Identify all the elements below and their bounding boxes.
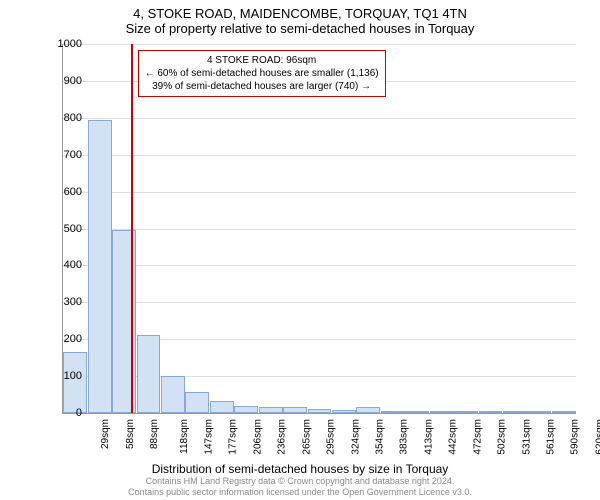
gridline [63,192,576,193]
x-tick-label: 383sqm [399,419,410,455]
gridline [63,44,576,45]
y-tick-label: 100 [42,370,82,382]
histogram-bar [63,352,87,413]
x-tick-label: 295sqm [326,419,337,455]
chart-area: 4 STOKE ROAD: 96sqm ← 60% of semi-detach… [62,44,576,414]
gridline [63,302,576,303]
histogram-bar [527,411,551,413]
histogram-bar [552,411,576,413]
plot-area [62,44,576,414]
x-tick-label: 531sqm [521,419,532,455]
x-tick-label: 265sqm [301,419,312,455]
gridline [63,229,576,230]
histogram-bar [283,407,307,413]
y-tick-label: 200 [42,333,82,345]
x-tick-label: 236sqm [277,419,288,455]
histogram-bar [210,401,234,413]
y-tick-label: 300 [42,296,82,308]
info-box-title: 4 STOKE ROAD: 96sqm [145,54,379,67]
histogram-bar [161,376,185,413]
histogram-bar [503,411,527,413]
y-tick-label: 1000 [42,38,82,50]
y-tick-label: 700 [42,149,82,161]
x-tick-label: 413sqm [423,419,434,455]
x-tick-label: 29sqm [100,419,111,449]
histogram-bar [88,120,112,413]
histogram-bar [259,407,283,413]
x-tick-label: 620sqm [594,419,600,455]
info-box-smaller: ← 60% of semi-detached houses are smalle… [145,67,379,80]
histogram-bar [308,409,332,413]
x-tick-label: 590sqm [570,419,581,455]
x-tick-label: 118sqm [178,419,189,454]
x-tick-label: 58sqm [125,419,136,449]
x-tick-label: 88sqm [149,419,160,449]
histogram-bar [137,335,161,413]
histogram-bar [454,411,478,413]
x-tick-label: 177sqm [228,419,239,455]
y-tick-label: 400 [42,259,82,271]
x-tick-label: 472sqm [472,419,483,455]
histogram-bar [430,411,454,413]
gridline [63,118,576,119]
x-axis-label: Distribution of semi-detached houses by … [0,462,600,476]
info-box: 4 STOKE ROAD: 96sqm ← 60% of semi-detach… [138,50,386,97]
footer: Contains HM Land Registry data © Crown c… [0,476,600,498]
histogram-bar [332,410,356,413]
x-tick-label: 206sqm [252,419,263,455]
info-box-larger: 39% of semi-detached houses are larger (… [145,80,379,93]
gridline [63,155,576,156]
gridline [63,265,576,266]
footer-line2: Contains public sector information licen… [0,487,600,498]
x-tick-label: 561sqm [546,419,557,455]
sub-title: Size of property relative to semi-detach… [0,21,600,36]
y-tick-label: 900 [42,75,82,87]
x-tick-label: 324sqm [350,419,361,455]
main-title: 4, STOKE ROAD, MAIDENCOMBE, TORQUAY, TQ1… [0,0,600,21]
histogram-bar [234,406,258,413]
footer-line1: Contains HM Land Registry data © Crown c… [0,476,600,487]
y-tick-label: 500 [42,223,82,235]
y-tick-label: 800 [42,112,82,124]
histogram-bar [381,411,405,413]
chart-container: 4, STOKE ROAD, MAIDENCOMBE, TORQUAY, TQ1… [0,0,600,500]
property-marker-line [131,44,133,413]
histogram-bar [405,411,429,413]
x-tick-label: 442sqm [448,419,459,455]
x-tick-label: 502sqm [497,419,508,455]
x-tick-label: 354sqm [375,419,386,455]
histogram-bar [185,392,209,413]
histogram-bar [479,411,503,413]
x-tick-label: 147sqm [204,419,215,455]
histogram-bar [356,407,380,413]
y-tick-label: 0 [42,407,82,419]
y-tick-label: 600 [42,186,82,198]
